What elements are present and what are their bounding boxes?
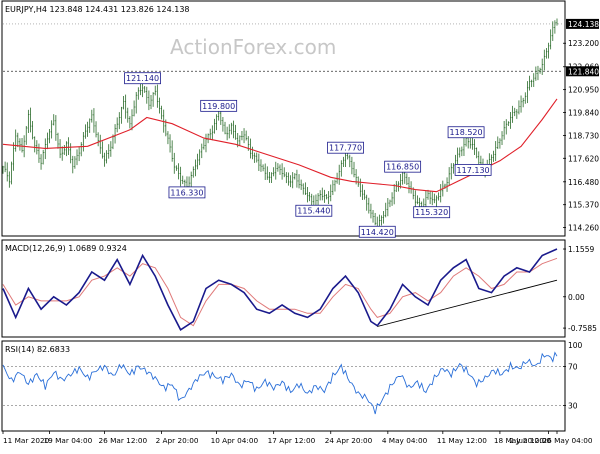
x-tick-label-5: 17 Apr 12:00 xyxy=(268,436,316,445)
x-tick-label-11: 2 Jun 12:00 xyxy=(509,436,551,445)
annotation-label-115.440: 115.440 xyxy=(297,207,330,216)
watermark: ActionForex.com xyxy=(170,35,336,59)
price-axis: 114.260 115.370 116.480 117.620 118.730 119.8… xyxy=(563,18,599,233)
annotation-label-117.770: 117.770 xyxy=(329,144,362,153)
annotation-box-121.140 xyxy=(124,72,161,85)
rsi-tick-30: 30 xyxy=(568,402,578,411)
rsi-axis: 30 70 100 xyxy=(563,341,583,411)
annotation-box-116.330 xyxy=(168,186,206,199)
x-tick-label-1: 19 Mar 04:00 xyxy=(44,436,93,445)
macd-tick-2: -0.7585 xyxy=(568,324,597,333)
price-candles xyxy=(2,18,558,234)
macd-panel-frame xyxy=(1,239,566,338)
price-tick-115.370: 115.370 xyxy=(568,201,599,210)
macd-tick-1: 0.00 xyxy=(568,293,585,302)
level-badge xyxy=(566,66,599,77)
annotation-box-118.520 xyxy=(447,126,485,139)
annotation-label-114.420: 114.420 xyxy=(361,228,394,237)
x-tick-label-2: 26 Mar 12:00 xyxy=(98,436,147,445)
annotation-box-119.800 xyxy=(200,99,238,112)
macd-lines xyxy=(2,248,558,331)
annotation-box-115.440 xyxy=(295,204,333,217)
annotation-label-116.850: 116.850 xyxy=(386,163,419,172)
rsi-lines xyxy=(2,351,563,415)
price-tick-117.620: 117.620 xyxy=(568,154,599,163)
x-tick-label-0: 11 Mar 2020 xyxy=(3,436,50,445)
price-tick-114.260: 114.260 xyxy=(568,224,599,233)
annotation-label-121.140: 121.140 xyxy=(126,74,159,83)
price-annotations: 121.140 116.330 119.800 115.440 117.770 114.4… xyxy=(124,72,492,238)
price-title: EURJPY,H4 123.848 124.431 123.826 124.13… xyxy=(5,5,190,14)
x-tick-label-8: 11 May 12:00 xyxy=(437,436,487,445)
annotation-box-117.770 xyxy=(327,141,364,154)
rsi-line xyxy=(2,351,558,415)
rsi-title: RSI(14) 82.6833 xyxy=(5,345,70,354)
x-tick-label-9: 18 May 20:00 xyxy=(494,436,544,445)
annotation-label-117.130: 117.130 xyxy=(457,166,490,175)
price-level-line xyxy=(3,23,563,72)
macd-trendline xyxy=(377,279,558,327)
annotation-box-116.850 xyxy=(384,160,422,173)
macd-signal-line xyxy=(2,257,558,327)
annotation-label-115.320: 115.320 xyxy=(415,208,448,217)
price-tick-123.200: 123.200 xyxy=(568,39,599,48)
macd-axis: 1.1559 0.00 -0.7585 xyxy=(563,245,597,333)
rsi-panel-frame xyxy=(1,340,566,432)
annotation-box-114.420 xyxy=(358,225,396,238)
rsi-tick-70: 70 xyxy=(568,362,578,371)
x-tick-label-4: 10 Apr 04:00 xyxy=(211,436,259,445)
price-tick-119.840: 119.840 xyxy=(568,109,599,118)
macd-tick-0: 1.1559 xyxy=(568,245,594,254)
annotation-label-116.330: 116.330 xyxy=(170,188,203,197)
level-label: 121.840 xyxy=(568,67,599,76)
annotation-label-118.520: 118.520 xyxy=(450,128,483,137)
price-panel-frame xyxy=(1,0,566,237)
macd-title: MACD(12,26,9) 1.0689 0.9324 xyxy=(5,244,127,253)
x-tick-label-3: 2 Apr 20:00 xyxy=(156,436,199,445)
price-tick-120.950: 120.950 xyxy=(568,86,599,95)
annotation-label-119.800: 119.800 xyxy=(202,102,235,111)
price-tick-118.730: 118.730 xyxy=(568,131,599,140)
x-tick-label-7: 4 May 04:00 xyxy=(382,436,428,445)
price-tick-124.138: 124.138 xyxy=(568,20,599,29)
annotation-box-117.130 xyxy=(454,163,492,176)
rsi-tick-100: 100 xyxy=(568,341,583,350)
price-tick-116.480: 116.480 xyxy=(568,178,599,187)
macd-main-line xyxy=(2,248,558,331)
x-tick-label-6: 24 Apr 20:00 xyxy=(325,436,373,445)
x-tick-label-10: 26 May 04:00 xyxy=(543,436,593,445)
annotation-box-115.320 xyxy=(413,206,451,219)
last-price-badge xyxy=(566,18,599,29)
